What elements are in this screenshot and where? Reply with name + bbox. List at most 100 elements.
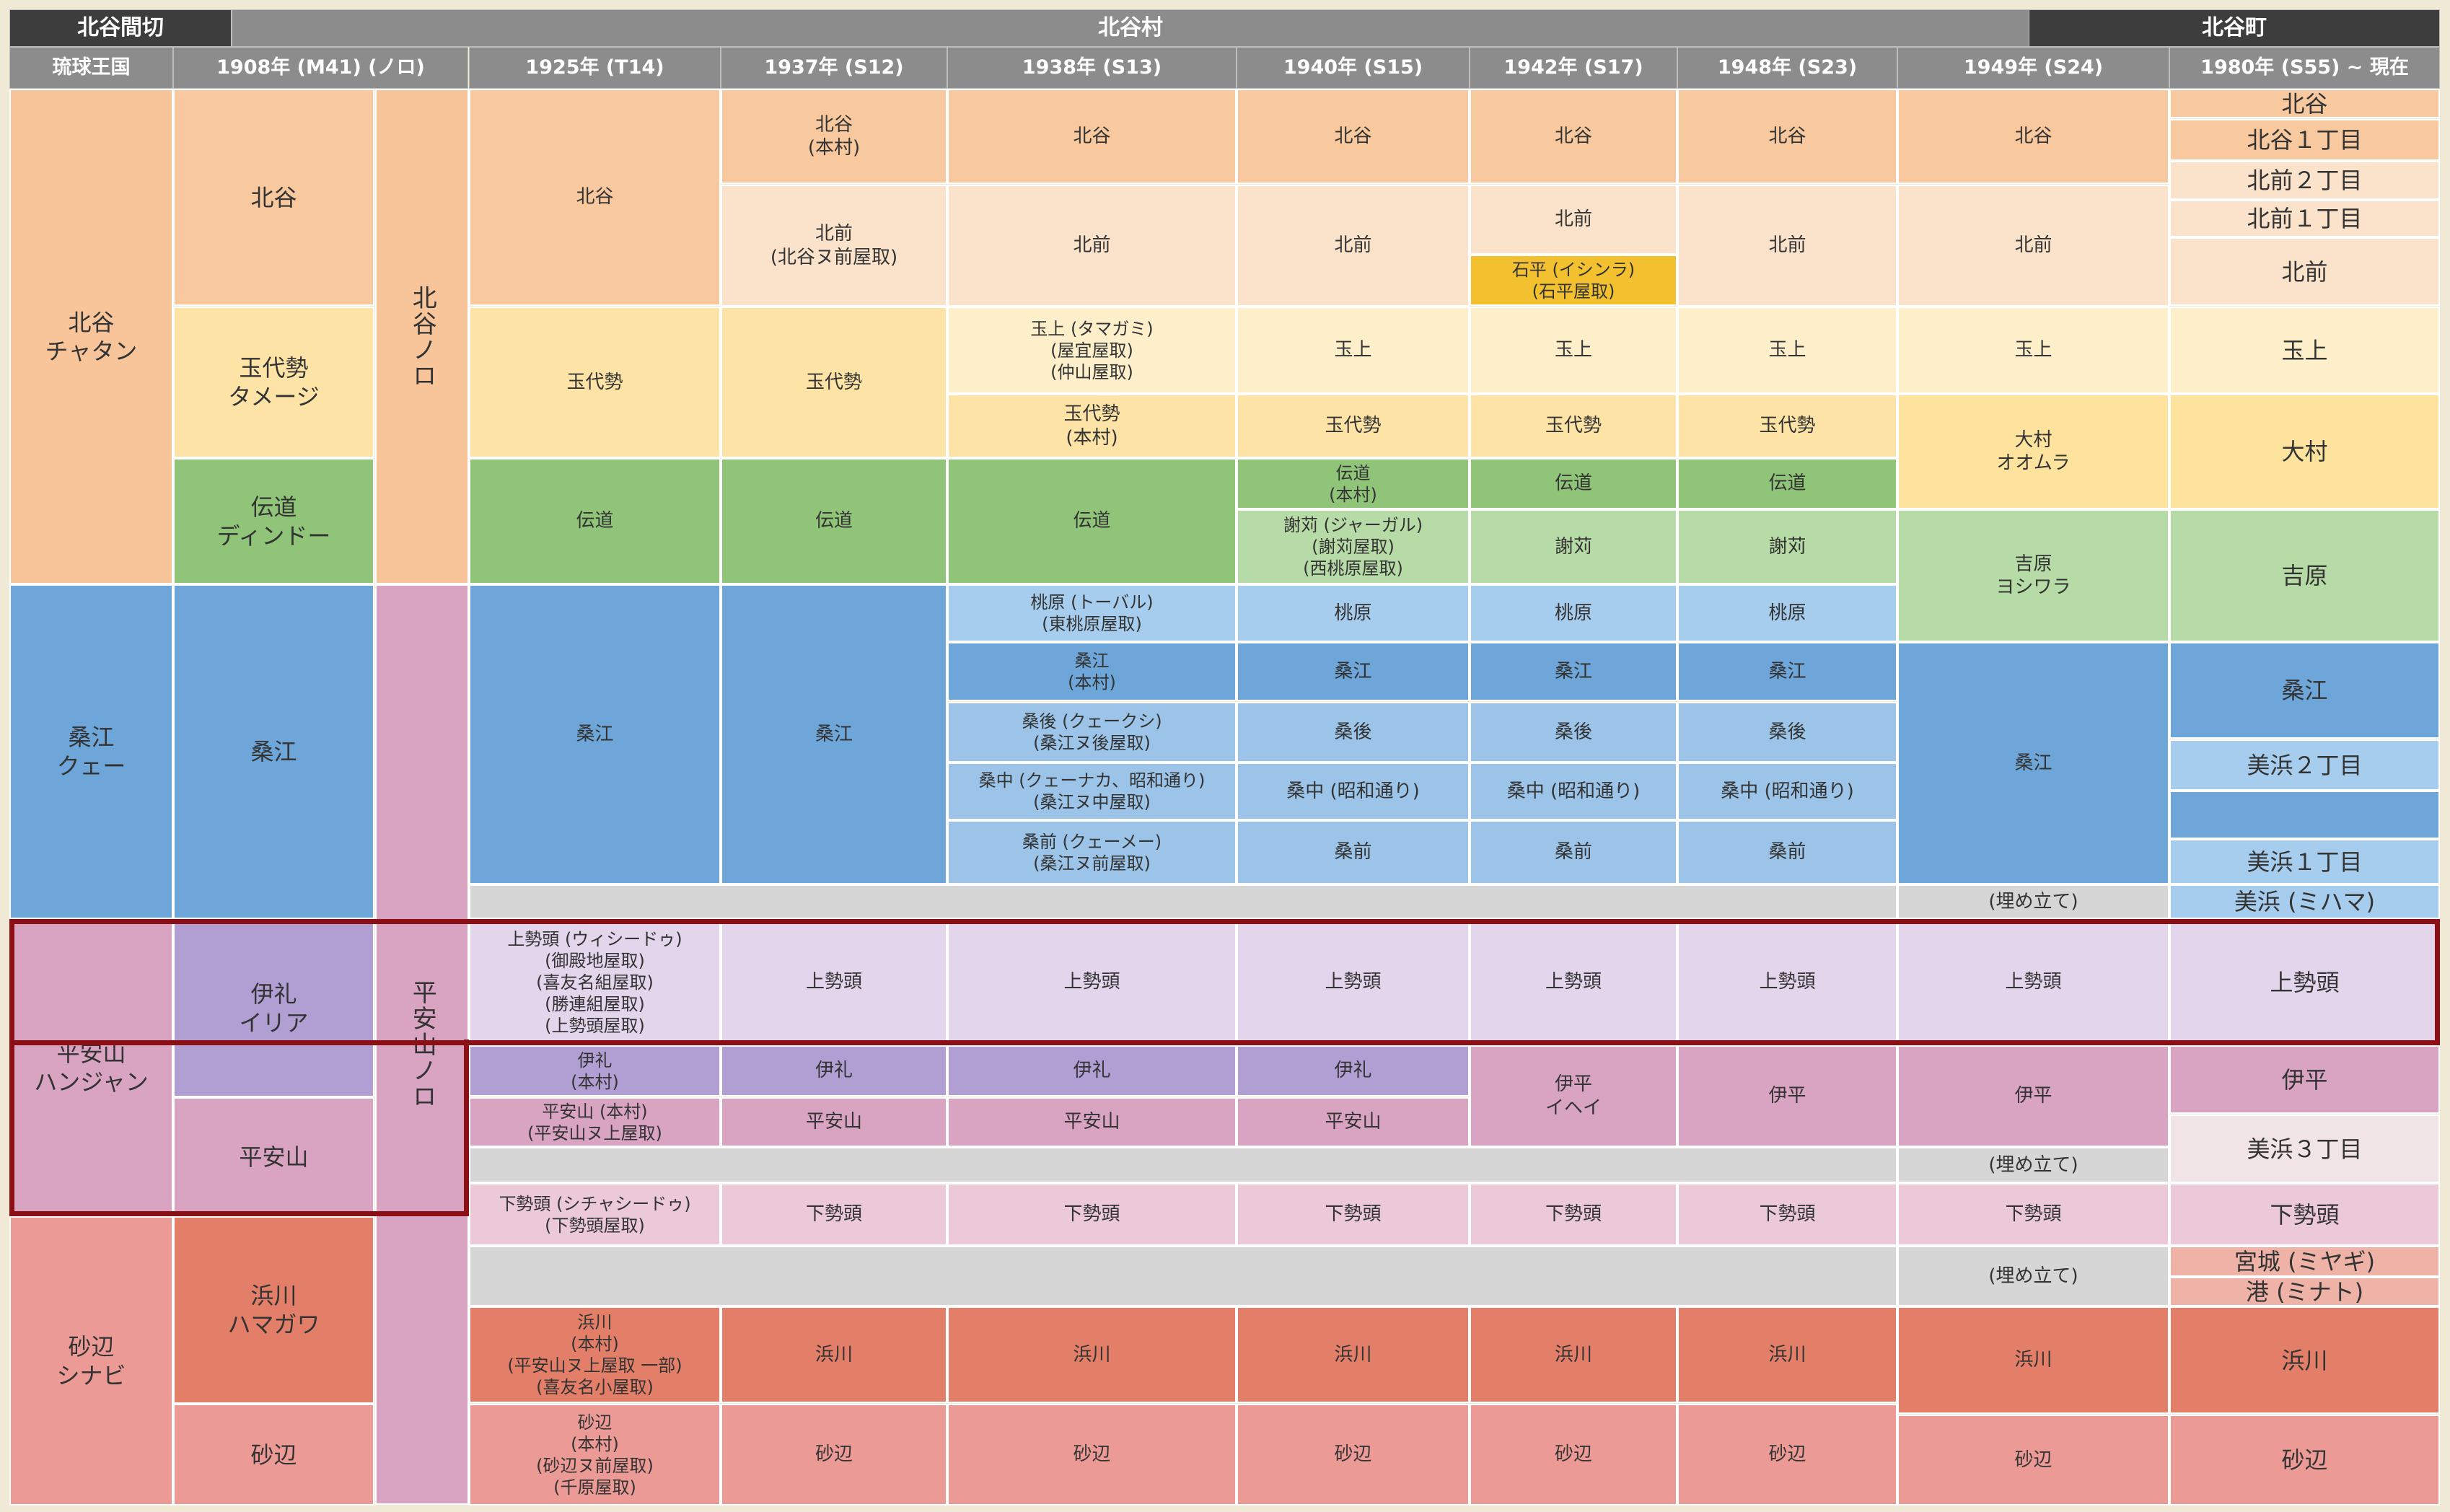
cell-1925: 伊礼 (本村): [469, 1045, 721, 1096]
header-kitadani-cho: 北谷町: [2029, 9, 2440, 47]
village-1908: 桑江: [173, 584, 374, 919]
cell-1942: 伝道: [1470, 458, 1677, 509]
cell-1942: 桑江: [1470, 642, 1677, 701]
cell-1980: 浜川: [2169, 1306, 2440, 1414]
cell-1980-blank: [2169, 791, 2440, 839]
cell-1937: 下勢頭: [721, 1183, 947, 1246]
cell-1937: 伊礼: [721, 1045, 947, 1096]
cell-1937: 北前 (北谷ヌ前屋取): [721, 185, 947, 307]
cell-1942: 砂辺: [1470, 1404, 1677, 1506]
cell-1980: 北谷: [2169, 89, 2440, 118]
cell-1948: 桑江: [1677, 642, 1897, 701]
cell-1980: 美浜２丁目: [2169, 739, 2440, 791]
cell-1949: 伊平: [1897, 1045, 2169, 1147]
column-header: 1940年 (S15): [1237, 47, 1470, 89]
cell-1937: 上勢頭: [721, 919, 947, 1045]
village-1908: 北谷: [173, 89, 374, 306]
header-kitadani-magiri: 北谷間切: [9, 9, 232, 47]
cell-1940: 桑中 (昭和通り): [1237, 762, 1470, 820]
cell-1938: 桑中 (クェーナカ、昭和通り) (桑江ヌ中屋取): [947, 762, 1237, 820]
region-hanjan: 平安山 ハンジャン: [9, 919, 173, 1216]
cell-1940: 上勢頭: [1237, 919, 1470, 1045]
cell-1980: 北前２丁目: [2169, 161, 2440, 200]
cell-1942: 玉代勢: [1470, 394, 1677, 458]
cell-1940: 桑江: [1237, 642, 1470, 701]
cell-1980: 美浜３丁目: [2169, 1115, 2440, 1183]
column-header: 1925年 (T14): [469, 47, 721, 89]
region-shinabi: 砂辺 シナビ: [9, 1216, 173, 1506]
cell-1925: 浜川 (本村) (平安山ヌ上屋取 一部) (喜友名小屋取): [469, 1306, 721, 1403]
column-header: 1942年 (S17): [1470, 47, 1677, 89]
landfill-band: [469, 1246, 1897, 1306]
cell-1940: 伝道 (本村): [1237, 458, 1470, 509]
cell-1925: 砂辺 (本村) (砂辺ヌ前屋取) (千原屋取): [469, 1404, 721, 1506]
cell-1949: 北前: [1897, 185, 2169, 307]
cell-1937: 伝道: [721, 458, 947, 584]
landfill-band: [469, 884, 1897, 919]
cell-1938: 浜川: [947, 1306, 1237, 1403]
cell-1925: 下勢頭 (シチャシードゥ) (下勢頭屋取): [469, 1183, 721, 1246]
cell-1940: 北前: [1237, 185, 1470, 307]
column-header: 1937年 (S12): [721, 47, 947, 89]
cell-1942: 伊平 イヘイ: [1470, 1045, 1677, 1147]
cell-1937: 玉代勢: [721, 307, 947, 458]
village-1908: 浜川 ハマガワ: [173, 1216, 374, 1404]
cell-1938: 上勢頭: [947, 919, 1237, 1045]
cell-1940: 桑後: [1237, 702, 1470, 762]
cell-1980: 玉上: [2169, 307, 2440, 394]
cell-1948: 上勢頭: [1677, 919, 1897, 1045]
cell-1948: 北前: [1677, 185, 1897, 307]
cell-1938: 桑江 (本村): [947, 642, 1237, 701]
cell-1980: 上勢頭: [2169, 919, 2440, 1045]
cell-1949: 上勢頭: [1897, 919, 2169, 1045]
cell-1948: 玉代勢: [1677, 394, 1897, 458]
cell-1949: (埋め立て): [1897, 1147, 2169, 1183]
cell-1948: 下勢頭: [1677, 1183, 1897, 1246]
cell-1980: 宮城 (ミヤギ): [2169, 1246, 2440, 1277]
cell-1942: 北前: [1470, 185, 1677, 255]
cell-1980: 大村: [2169, 394, 2440, 509]
cell-1980: 砂辺: [2169, 1415, 2440, 1506]
cell-1949: 北谷: [1897, 89, 2169, 184]
cell-1980: 港 (ミナト): [2169, 1277, 2440, 1306]
cell-1942: 浜川: [1470, 1306, 1677, 1403]
cell-1937: 浜川: [721, 1306, 947, 1403]
cell-1938: 伝道: [947, 458, 1237, 584]
cell-1925: 伝道: [469, 458, 721, 584]
cell-1942: 北谷: [1470, 89, 1677, 184]
cell-1949: (埋め立て): [1897, 884, 2169, 919]
cell-1938: 桃原 (トーバル) (東桃原屋取): [947, 584, 1237, 642]
cell-1980: 吉原: [2169, 509, 2440, 642]
column-header: 1949年 (S24): [1897, 47, 2169, 89]
cell-1948: 伊平: [1677, 1045, 1897, 1147]
cell-1948: 浜川: [1677, 1306, 1897, 1403]
cell-1949: 吉原 ヨシワラ: [1897, 509, 2169, 642]
village-1908: 砂辺: [173, 1404, 374, 1506]
cell-1948: 伝道: [1677, 458, 1897, 509]
cell-1948: 謝苅: [1677, 509, 1897, 584]
cell-1937: 平安山: [721, 1097, 947, 1147]
column-header: 1980年 (S55) ~ 現在: [2169, 47, 2440, 89]
cell-1942: 石平 (イシンラ) (石平屋取): [1470, 255, 1677, 306]
cell-1942: 謝苅: [1470, 509, 1677, 584]
region-chatan: 北谷 チャタン: [9, 89, 173, 584]
cell-1942: 下勢頭: [1470, 1183, 1677, 1246]
cell-1948: 砂辺: [1677, 1404, 1897, 1506]
region-kue: 桑江 クェー: [9, 584, 173, 919]
cell-1940: 桑前: [1237, 820, 1470, 884]
cell-1938: 北谷: [947, 89, 1237, 184]
cell-1938: 桑前 (クェーメー) (桑江ヌ前屋取): [947, 820, 1237, 884]
cell-1948: 桃原: [1677, 584, 1897, 642]
cell-1940: 玉上: [1237, 307, 1470, 394]
cell-1937: 桑江: [721, 584, 947, 884]
cell-1949: (埋め立て): [1897, 1246, 2169, 1306]
cell-1942: 上勢頭: [1470, 919, 1677, 1045]
cell-1925: 北谷: [469, 89, 721, 306]
cell-1980: 北前: [2169, 237, 2440, 306]
cell-1949: 玉上: [1897, 307, 2169, 394]
village-1908: 平安山: [173, 1097, 374, 1216]
column-header: 1908年 (M41) (ノロ): [173, 47, 468, 89]
cell-1938: 砂辺: [947, 1404, 1237, 1506]
cell-1980: 伊平: [2169, 1045, 2440, 1114]
cell-1925: 桑江: [469, 584, 721, 884]
